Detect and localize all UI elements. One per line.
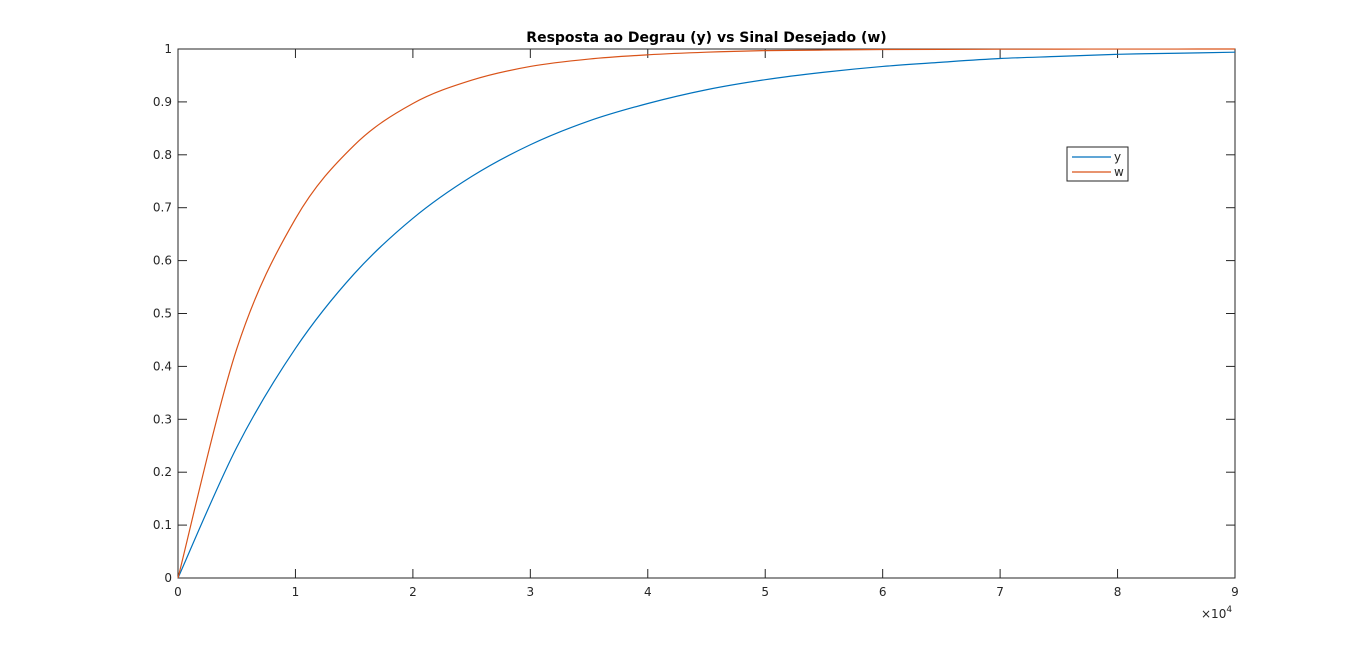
series-line-y [177, 51, 1236, 579]
x-tick-label: 8 [1114, 585, 1122, 599]
y-tick-label: 1 [164, 42, 172, 56]
x-tick-label: 5 [761, 585, 769, 599]
legend-label-y: y [1114, 150, 1121, 164]
x-tick-label: 4 [644, 585, 652, 599]
x-tick-label: 1 [292, 585, 300, 599]
y-tick-label: 0.3 [153, 412, 172, 426]
x-tick-label: 9 [1231, 585, 1239, 599]
series-lines [177, 48, 1236, 579]
legend-label-w: w [1114, 165, 1124, 179]
axis-ticks: 0 1 2 3 4 5 6 7 8 9 0 0.1 0.2 0.3 0.4 0.5 0.6 0.7 0.8 0.9 1 [153, 42, 1239, 599]
y-tick-label: 0.8 [153, 148, 172, 162]
y-tick-label: 0.2 [153, 465, 172, 479]
legend-box [1066, 146, 1129, 182]
y-tick-label: 0.4 [153, 359, 172, 373]
x-tick-label: 6 [879, 585, 887, 599]
y-tick-label: 0.9 [153, 95, 172, 109]
x-tick-label: 3 [527, 585, 535, 599]
y-tick-label: 0.1 [153, 518, 172, 532]
y-tick-label: 0.7 [153, 201, 172, 215]
x-tick-label: 7 [996, 585, 1004, 599]
series-line-w [177, 48, 1236, 579]
x-tick-label: 2 [409, 585, 417, 599]
y-tick-label: 0.6 [153, 254, 172, 268]
x-tick-label: 0 [174, 585, 182, 599]
x-exponent-base: ×10 [1201, 607, 1226, 621]
chart-title: Resposta ao Degrau (y) vs Sinal Desejado… [526, 30, 886, 46]
legend: yw [1066, 146, 1129, 182]
x-exponent-power: 4 [1226, 605, 1232, 615]
plot-area [178, 49, 1235, 578]
x-exponent: ×104 [1201, 605, 1232, 621]
y-tick-label: 0.5 [153, 307, 172, 321]
y-tick-label: 0 [164, 571, 172, 585]
